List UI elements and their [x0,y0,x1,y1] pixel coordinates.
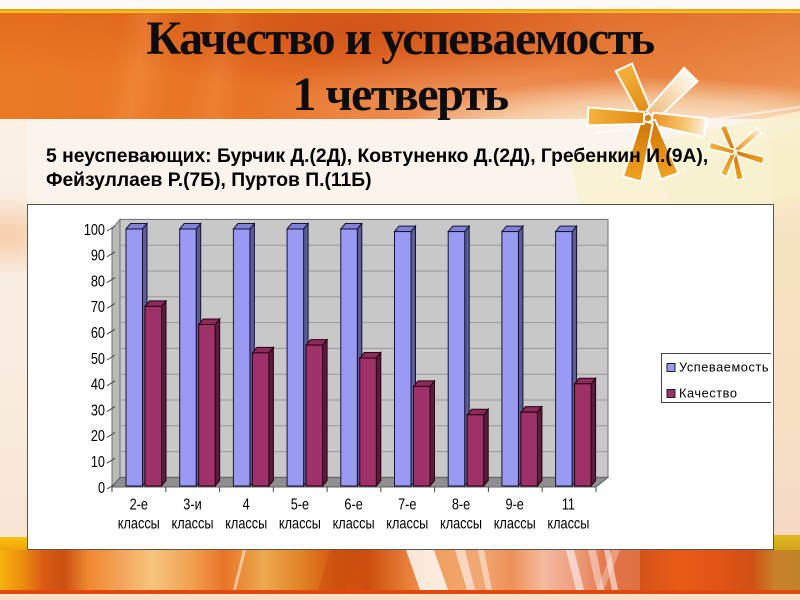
svg-text:10: 10 [91,454,105,471]
svg-text:классы: классы [547,515,589,532]
svg-text:50: 50 [91,351,105,368]
svg-text:классы: классы [494,515,536,532]
svg-text:80: 80 [91,273,105,290]
svg-text:40: 40 [91,376,105,393]
svg-text:8-е: 8-е [452,496,470,513]
svg-text:классы: классы [440,515,482,532]
svg-text:Качество: Качество [679,385,738,400]
svg-text:классы: классы [225,515,267,532]
svg-text:60: 60 [91,325,105,342]
svg-text:5-е: 5-е [291,496,309,513]
svg-text:70: 70 [91,299,105,316]
svg-text:7-е: 7-е [398,496,416,513]
svg-text:Успеваемость: Успеваемость [679,359,769,374]
svg-text:100: 100 [84,222,105,239]
svg-text:3-и: 3-и [183,496,201,513]
svg-text:9-е: 9-е [506,496,524,513]
svg-text:классы: классы [333,515,375,532]
svg-text:20: 20 [91,428,105,445]
svg-text:2-е: 2-е [130,496,148,513]
svg-text:30: 30 [91,402,105,419]
svg-text:6-е: 6-е [344,496,362,513]
svg-text:классы: классы [279,515,321,532]
svg-text:классы: классы [386,515,428,532]
svg-text:классы: классы [172,515,214,532]
svg-text:90: 90 [91,247,105,264]
svg-text:11: 11 [562,496,575,513]
svg-text:0: 0 [98,480,105,497]
svg-text:4: 4 [243,496,250,513]
svg-text:классы: классы [118,515,160,532]
